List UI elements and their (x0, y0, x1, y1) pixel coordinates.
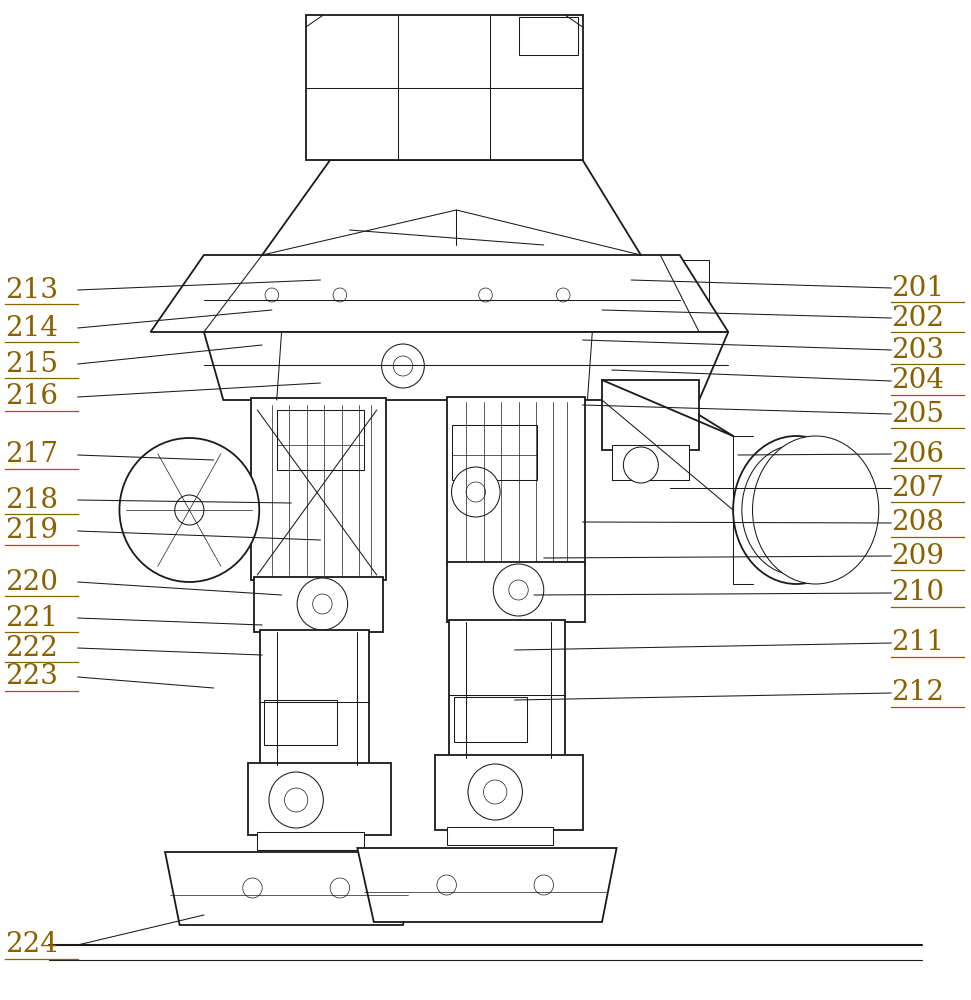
Bar (452, 425, 537, 480)
Circle shape (556, 288, 570, 302)
Circle shape (333, 288, 347, 302)
Text: 209: 209 (891, 542, 945, 570)
Text: 218: 218 (5, 487, 58, 514)
Bar (519, 17, 578, 55)
Bar (277, 410, 364, 470)
Text: 203: 203 (891, 336, 945, 363)
Text: 223: 223 (5, 664, 57, 690)
Bar (260, 630, 369, 765)
Polygon shape (204, 332, 728, 400)
Circle shape (484, 780, 507, 804)
Circle shape (509, 580, 528, 600)
Circle shape (534, 875, 553, 895)
Text: 220: 220 (5, 568, 58, 595)
Text: 207: 207 (891, 475, 945, 502)
Polygon shape (151, 255, 728, 332)
Bar (612, 445, 689, 480)
Circle shape (611, 294, 622, 306)
Bar (617, 310, 699, 345)
Polygon shape (165, 852, 418, 925)
Circle shape (452, 467, 500, 517)
Circle shape (297, 578, 348, 630)
Circle shape (330, 878, 350, 898)
Bar (602, 380, 699, 450)
Text: 204: 204 (891, 367, 945, 394)
Text: 219: 219 (5, 518, 58, 544)
Polygon shape (357, 848, 617, 922)
Bar (454, 697, 527, 742)
Circle shape (269, 772, 323, 828)
Text: 214: 214 (5, 314, 58, 342)
Ellipse shape (733, 436, 859, 584)
Bar (248, 763, 391, 835)
Circle shape (393, 356, 413, 376)
Text: 205: 205 (891, 400, 945, 428)
Bar (257, 832, 364, 850)
Text: 217: 217 (5, 442, 58, 468)
Circle shape (479, 288, 492, 302)
Text: 224: 224 (5, 932, 57, 958)
Text: 212: 212 (891, 680, 945, 706)
Circle shape (265, 288, 279, 302)
Text: 213: 213 (5, 276, 58, 304)
Text: 210: 210 (891, 580, 945, 606)
Circle shape (468, 764, 522, 820)
Circle shape (243, 878, 262, 898)
Bar (447, 562, 585, 622)
Ellipse shape (753, 436, 879, 584)
Bar (264, 700, 337, 745)
Text: 211: 211 (891, 630, 945, 656)
Bar (254, 577, 383, 632)
Text: 208: 208 (891, 510, 945, 536)
Bar (251, 398, 386, 580)
Text: 201: 201 (891, 274, 945, 302)
Text: 221: 221 (5, 604, 58, 632)
Circle shape (635, 294, 647, 306)
Bar (435, 755, 583, 830)
Circle shape (382, 344, 424, 388)
Text: 216: 216 (5, 383, 58, 410)
Circle shape (175, 495, 204, 525)
Circle shape (119, 438, 259, 582)
Text: 206: 206 (891, 440, 945, 468)
Circle shape (623, 447, 658, 483)
Circle shape (285, 788, 308, 812)
Bar (447, 397, 585, 565)
Bar (602, 260, 709, 312)
Circle shape (466, 482, 486, 502)
Circle shape (313, 594, 332, 614)
Ellipse shape (742, 445, 851, 575)
Bar (306, 15, 583, 160)
Text: 222: 222 (5, 635, 57, 662)
Text: 215: 215 (5, 351, 58, 377)
Text: 202: 202 (891, 304, 945, 332)
Circle shape (493, 564, 544, 616)
Circle shape (659, 294, 671, 306)
Bar (447, 827, 553, 845)
Circle shape (437, 875, 456, 895)
Bar (449, 620, 565, 758)
